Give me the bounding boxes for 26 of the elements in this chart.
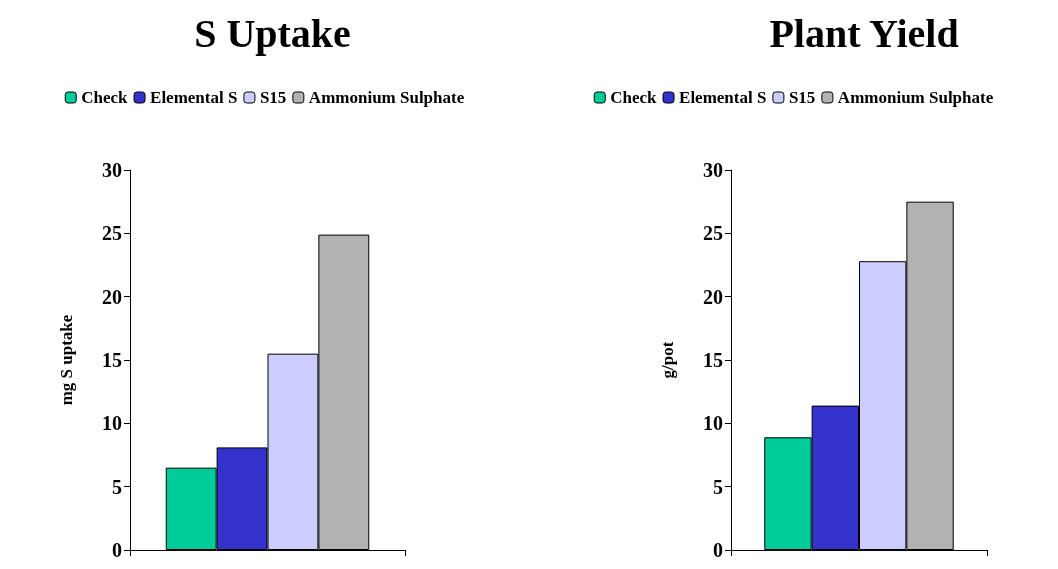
y-tick-label: 15	[703, 349, 723, 371]
chart-title: Plant Yield	[769, 10, 959, 56]
legend-label: Ammonium Sulphate	[837, 88, 994, 107]
legend-label: Check	[81, 88, 129, 107]
y-tick-label: 5	[713, 475, 723, 498]
legend-label: Ammonium Sulphate	[308, 88, 465, 107]
y-tick-label: 10	[703, 412, 723, 435]
legend-label: Elemental S	[150, 88, 238, 107]
y-tick-label: 30	[703, 159, 723, 181]
y-tick-label: 10	[102, 412, 122, 435]
legend-label: S15	[788, 88, 816, 107]
y-tick-label: 30	[102, 159, 122, 181]
chart-title: S Uptake	[194, 10, 351, 56]
y-tick-label: 0	[112, 539, 122, 561]
y-tick-label: 5	[112, 475, 122, 498]
y-tick-label: 25	[703, 222, 723, 245]
legend-label: S15	[259, 88, 287, 107]
y-tick-label: 20	[703, 285, 723, 308]
y-tick-label: 20	[102, 285, 122, 308]
y-axis-title: g/pot	[658, 341, 677, 379]
legend-label: Check	[610, 88, 658, 107]
legend-label: Elemental S	[679, 88, 767, 107]
y-tick-label: 0	[713, 539, 723, 561]
y-tick-label: 15	[102, 349, 122, 371]
y-axis-title: mg S uptake	[57, 314, 76, 406]
y-tick-label: 25	[102, 222, 122, 245]
